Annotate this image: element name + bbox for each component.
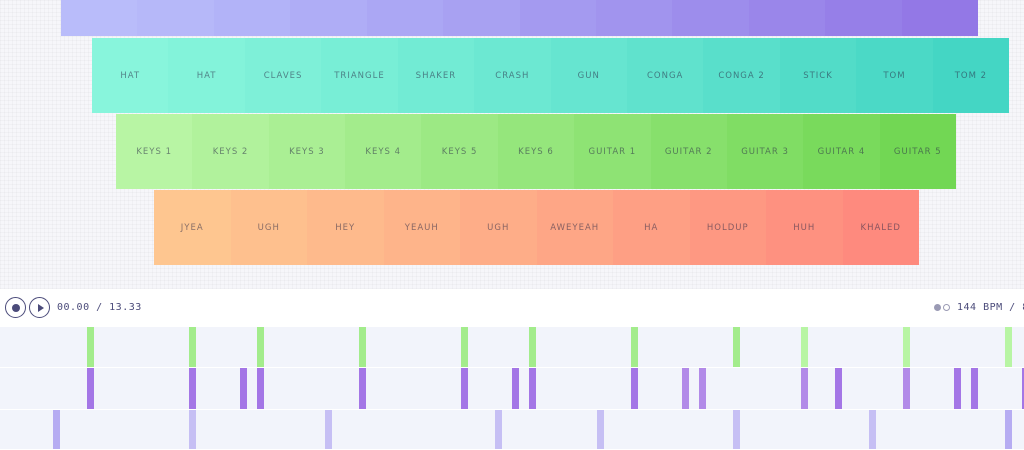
- pad-instruments-9[interactable]: GUITAR 4: [803, 114, 880, 189]
- sequencer-note[interactable]: [529, 327, 536, 367]
- sequencer-note[interactable]: [461, 368, 468, 409]
- sequencer-note[interactable]: [835, 368, 842, 409]
- sequencer-note[interactable]: [903, 368, 910, 409]
- pad-instruments-5[interactable]: KEYS 6: [497, 114, 575, 189]
- time-display: 00.00 / 13.33: [57, 302, 142, 313]
- mode-dot-active-icon: [934, 304, 941, 311]
- pad-drums-1[interactable]: SNAP: [137, 0, 214, 36]
- sequencer-note[interactable]: [801, 368, 808, 409]
- record-button[interactable]: [5, 297, 26, 318]
- play-icon: [37, 303, 44, 312]
- sequencer-note[interactable]: [189, 327, 196, 367]
- pad-row-instruments: KEYS 1 KEYS 2 KEYS 3 KEYS 4 KEYS 5 KEYS 6 GUIT…: [116, 114, 956, 189]
- sequencer-note[interactable]: [682, 368, 689, 409]
- pad-instruments-7[interactable]: GUITAR 2: [650, 114, 727, 189]
- sequencer-note[interactable]: [87, 327, 94, 367]
- sequencer-note[interactable]: [359, 368, 366, 409]
- sequencer-note[interactable]: [801, 327, 808, 367]
- pad-row-vocals: JYEA UGH HEY YEAUH UGH AWEYEAH HA HOLDUP HUH KHAL…: [154, 190, 919, 265]
- pad-vocals-2[interactable]: HEY: [307, 190, 384, 265]
- mode-dot-inactive-icon: [943, 304, 950, 311]
- pad-vocals-0[interactable]: JYEA: [154, 190, 231, 265]
- pad-vocals-5[interactable]: AWEYEAH: [536, 190, 613, 265]
- pad-drums-9[interactable]: SUB 3: [748, 0, 826, 36]
- pad-row-drums: CLAPSNAPRIMSNARESNARE 2KICKKICK 2SUB 1SU…: [61, 0, 979, 36]
- sequencer-note[interactable]: [631, 327, 638, 367]
- pad-vocals-8[interactable]: HUH: [766, 190, 843, 265]
- sequencer-note[interactable]: [87, 368, 94, 409]
- sequencer-note[interactable]: [1005, 327, 1012, 367]
- sequencer-note[interactable]: [1022, 368, 1024, 409]
- pad-drums-4[interactable]: SNARE 2: [366, 0, 444, 36]
- sequencer-note[interactable]: [257, 327, 264, 367]
- pad-drums-3[interactable]: SNARE: [290, 0, 367, 36]
- pad-vocals-6[interactable]: HA: [613, 190, 690, 265]
- pad-percussion-9[interactable]: STICK: [779, 38, 857, 113]
- sequencer-note[interactable]: [971, 368, 978, 409]
- pad-instruments-4[interactable]: KEYS 5: [421, 114, 498, 189]
- pad-percussion-6[interactable]: GUN: [550, 38, 627, 113]
- sequencer-note[interactable]: [529, 368, 536, 409]
- pad-instruments-0[interactable]: KEYS 1: [116, 114, 193, 189]
- sequencer-note[interactable]: [325, 410, 332, 449]
- pad-drums-10[interactable]: SUB 4: [825, 0, 902, 36]
- record-icon: [11, 303, 20, 312]
- sequencer-note[interactable]: [1005, 410, 1012, 449]
- sequencer-note[interactable]: [903, 327, 910, 367]
- pad-drums-0[interactable]: CLAP: [61, 0, 138, 36]
- pad-drums-11[interactable]: SUB 5: [901, 0, 979, 36]
- pad-percussion-2[interactable]: CLAVES: [244, 38, 322, 113]
- pad-drums-6[interactable]: KICK 2: [519, 0, 596, 36]
- sequencer-note[interactable]: [189, 410, 196, 449]
- pad-vocals-1[interactable]: UGH: [230, 190, 307, 265]
- pad-instruments-3[interactable]: KEYS 4: [345, 114, 422, 189]
- sequencer-note[interactable]: [359, 327, 366, 367]
- pad-drums-8[interactable]: SUB 2: [672, 0, 749, 36]
- pad-percussion-10[interactable]: TOM: [856, 38, 933, 113]
- play-button[interactable]: [29, 297, 50, 318]
- pad-percussion-7[interactable]: CONGA: [626, 38, 704, 113]
- sequencer-note[interactable]: [53, 410, 60, 449]
- tempo-display[interactable]: 144 BPM / 8 BARS: [957, 302, 1024, 313]
- sequencer-note[interactable]: [733, 327, 740, 367]
- sequencer-note[interactable]: [597, 410, 604, 449]
- sequencer-note[interactable]: [631, 368, 638, 409]
- pad-percussion-3[interactable]: TRIANGLE: [321, 38, 398, 113]
- pad-instruments-8[interactable]: GUITAR 3: [726, 114, 804, 189]
- sequencer-note[interactable]: [189, 368, 196, 409]
- sequencer-note[interactable]: [461, 327, 468, 367]
- pad-percussion-5[interactable]: CRASH: [474, 38, 551, 113]
- sequencer-note[interactable]: [869, 410, 876, 449]
- transport-bar: 00.00 / 13.33 144 BPM / 8 BARS: [0, 289, 1024, 327]
- sequencer-note[interactable]: [733, 410, 740, 449]
- sequencer-lane-instruments: [0, 327, 1024, 368]
- sequencer-lane-drums: [0, 368, 1024, 410]
- sequencer-note[interactable]: [240, 368, 247, 409]
- pad-percussion-4[interactable]: SHAKER: [397, 38, 475, 113]
- pad-percussion-0[interactable]: HAT: [92, 38, 169, 113]
- pad-vocals-9[interactable]: KHALED: [842, 190, 919, 265]
- sequencer-note[interactable]: [495, 410, 502, 449]
- pad-percussion-11[interactable]: TOM 2: [932, 38, 1010, 113]
- sequencer-note[interactable]: [699, 368, 706, 409]
- sequencer-note[interactable]: [512, 368, 519, 409]
- pad-drums-7[interactable]: SUB 1: [595, 0, 673, 36]
- pad-vocals-3[interactable]: YEAUH: [383, 190, 460, 265]
- pad-instruments-1[interactable]: KEYS 2: [192, 114, 269, 189]
- pad-instruments-10[interactable]: GUITAR 5: [879, 114, 956, 189]
- sequencer-lane-bass: [0, 410, 1024, 450]
- pad-vocals-4[interactable]: UGH: [460, 190, 537, 265]
- sequencer-note[interactable]: [954, 368, 961, 409]
- pad-vocals-7[interactable]: HOLDUP: [689, 190, 766, 265]
- pad-drums-5[interactable]: KICK: [443, 0, 520, 36]
- mode-toggle[interactable]: [934, 304, 950, 311]
- pad-instruments-2[interactable]: KEYS 3: [268, 114, 346, 189]
- pad-drums-2[interactable]: RIM: [213, 0, 291, 36]
- sequencer-note[interactable]: [257, 368, 264, 409]
- pad-instruments-6[interactable]: GUITAR 1: [574, 114, 651, 189]
- pad-percussion-1[interactable]: HAT: [168, 38, 245, 113]
- pad-percussion-8[interactable]: CONGA 2: [703, 38, 780, 113]
- pad-row-percussion: HAT HAT CLAVES TRIANGLE SHAKER CRASH GUN CONGA C…: [92, 38, 1010, 113]
